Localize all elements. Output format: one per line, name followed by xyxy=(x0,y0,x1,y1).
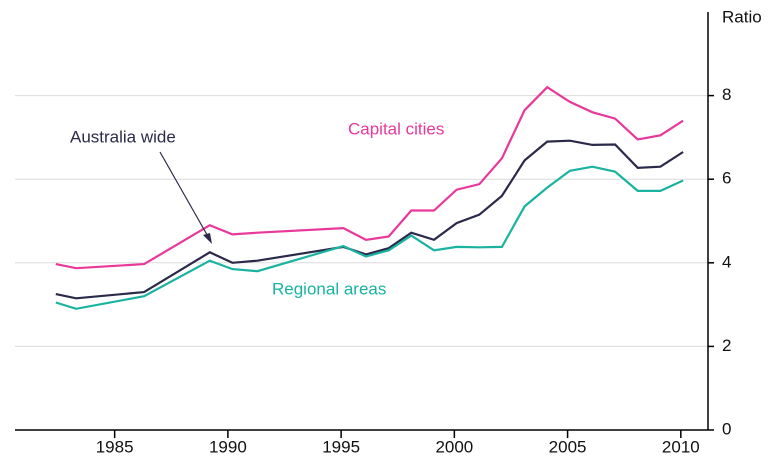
x-tick-label: 1995 xyxy=(322,437,360,456)
x-tick-label: 1990 xyxy=(209,437,247,456)
y-tick-label: 4 xyxy=(722,252,731,271)
y-tick-label: 6 xyxy=(722,169,731,188)
x-tick-label: 2010 xyxy=(662,437,700,456)
series-line xyxy=(55,139,684,300)
y-tick-label: 8 xyxy=(722,85,731,104)
y-tick-label: 2 xyxy=(722,336,731,355)
series-label: Regional areas xyxy=(272,279,386,298)
x-tick-label: 1985 xyxy=(96,437,134,456)
series-label: Australia wide xyxy=(70,127,176,146)
y-axis-label: Ratio xyxy=(722,7,762,26)
x-tick-label: 2000 xyxy=(435,437,473,456)
annotation-arrow xyxy=(159,151,211,241)
series-line xyxy=(55,85,684,270)
y-tick-label: 0 xyxy=(722,419,731,438)
x-tick-label: 2005 xyxy=(549,437,587,456)
arrow-head xyxy=(203,233,212,244)
series-label: Capital cities xyxy=(348,119,444,138)
series-line xyxy=(55,165,684,310)
